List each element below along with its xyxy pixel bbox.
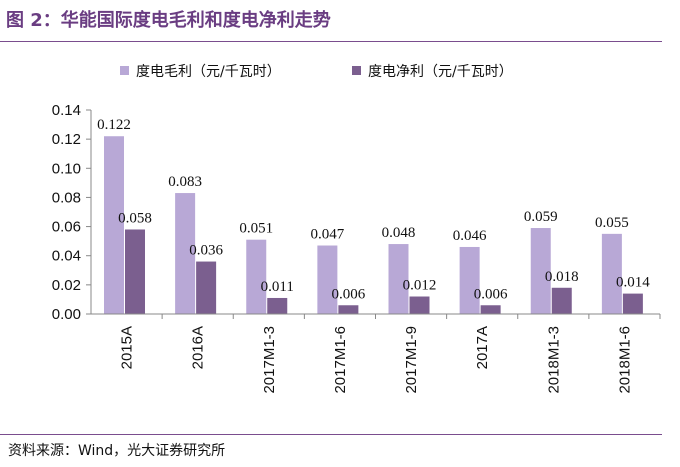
gross-profit-bar — [530, 228, 551, 314]
x-axis: 2015A 2016A 2017M1-3 2017M1-6 2017M1-9 2017A 2… — [91, 313, 661, 394]
net-profit-bar — [196, 261, 217, 314]
x-category-label: 2017M1-6 — [332, 326, 349, 394]
y-tick-label: 0.08 — [52, 189, 81, 206]
bar-chart: 度电毛利（元/千瓦时） 度电净利（元/千瓦时） 0.000.020.040.060… — [52, 64, 661, 394]
y-tick-label: 0.04 — [52, 248, 81, 265]
net-profit-value-label: 0.006 — [474, 286, 508, 302]
x-category-label: 2017A — [474, 326, 491, 369]
gross-profit-value-label: 0.046 — [453, 228, 487, 244]
y-tick-label: 0.10 — [52, 160, 81, 177]
x-category-label: 2015A — [119, 326, 136, 369]
gross-profit-bar — [601, 233, 622, 314]
gross-profit-bar — [175, 193, 196, 314]
y-axis: 0.00 0.02 0.04 0.06 0.08 0.10 0.12 0.14 — [52, 102, 92, 323]
x-category-label: 2018M1-6 — [616, 326, 633, 394]
gross-profit-bar — [459, 246, 480, 314]
gross-profit-value-label: 0.083 — [168, 174, 202, 190]
net-profit-value-label: 0.018 — [545, 269, 579, 285]
y-tick-label: 0.02 — [52, 277, 81, 294]
gross-profit-value-label: 0.059 — [524, 209, 558, 225]
net-profit-bar — [551, 287, 572, 314]
legend-label-2: 度电净利（元/千瓦时） — [368, 64, 513, 80]
gross-profit-bar — [388, 244, 409, 314]
title-divider — [0, 41, 662, 42]
legend-swatch-2 — [352, 66, 361, 75]
gross-profit-value-label: 0.122 — [97, 117, 131, 133]
x-category-label: 2017M1-9 — [403, 326, 420, 394]
source-divider — [0, 434, 662, 435]
gross-profit-bar — [104, 136, 124, 314]
net-profit-bar — [338, 305, 359, 314]
net-profit-value-label: 0.014 — [616, 275, 650, 291]
y-tick-label: 0.00 — [52, 306, 81, 323]
net-profit-bar — [480, 305, 501, 314]
net-profit-value-label: 0.012 — [403, 278, 437, 294]
gross-profit-value-label: 0.048 — [382, 225, 416, 241]
net-profit-value-label: 0.006 — [332, 286, 366, 302]
figure-title: 图 2：华能国际度电毛利和度电净利走势 — [6, 10, 331, 31]
net-profit-bar — [125, 229, 145, 314]
gross-profit-bar — [317, 245, 338, 314]
net-profit-bar — [409, 296, 430, 314]
gross-profit-value-label: 0.051 — [239, 221, 273, 237]
net-profit-value-label: 0.058 — [118, 210, 152, 226]
legend-label-1: 度电毛利（元/千瓦时） — [136, 64, 281, 80]
gross-profit-value-label: 0.047 — [311, 227, 345, 243]
y-tick-label: 0.14 — [52, 102, 81, 119]
x-category-label: 2018M1-3 — [545, 326, 562, 394]
net-profit-bar — [267, 297, 288, 314]
y-tick-label: 0.06 — [52, 219, 81, 236]
gross-profit-value-label: 0.055 — [595, 215, 629, 231]
x-category-label: 2017M1-3 — [261, 326, 278, 394]
bar-series: 0.122 0.058 0.083 0.036 0.051 0.011 0.047 0.006… — [97, 117, 650, 314]
y-tick-label: 0.12 — [52, 131, 81, 148]
legend-swatch-1 — [120, 66, 129, 75]
net-profit-value-label: 0.036 — [189, 243, 223, 259]
net-profit-bar — [622, 293, 643, 314]
x-category-label: 2016A — [190, 326, 207, 369]
chart-legend: 度电毛利（元/千瓦时） 度电净利（元/千瓦时） — [120, 64, 513, 80]
net-profit-value-label: 0.011 — [261, 279, 294, 295]
source-note: 资料来源：Wind，光大证券研究所 — [8, 443, 226, 459]
gross-profit-bar — [246, 239, 267, 314]
